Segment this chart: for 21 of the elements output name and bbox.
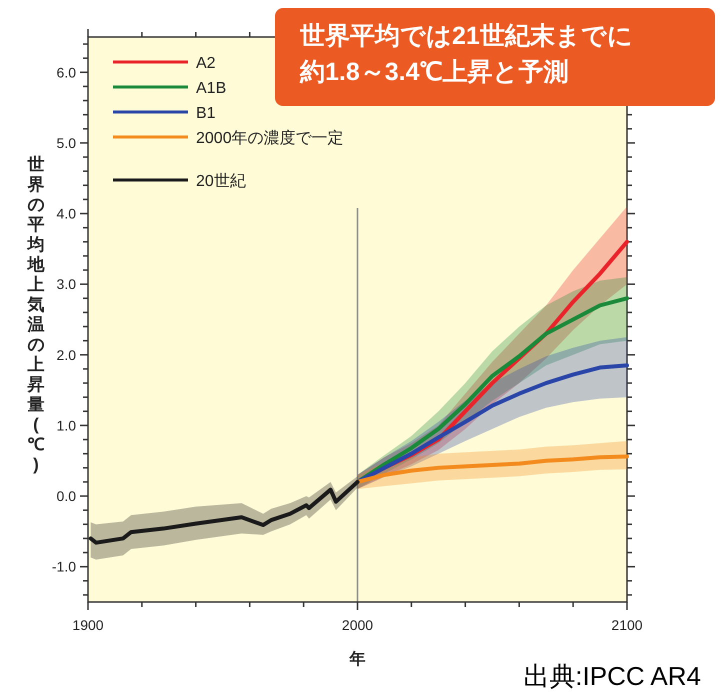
y-tick-label: 6.0 bbox=[56, 64, 76, 80]
y-tick-label: 0.0 bbox=[56, 488, 76, 504]
legend-label: 2000年の濃度で一定 bbox=[196, 129, 344, 147]
x-tick-label: 2000 bbox=[342, 617, 374, 633]
legend-label: A2 bbox=[196, 55, 216, 72]
y-tick-label: 1.0 bbox=[56, 417, 76, 434]
source-note: 出典:IPCC AR4 bbox=[523, 661, 701, 691]
y-tick-label: 5.0 bbox=[56, 134, 76, 151]
legend-label: A1B bbox=[196, 80, 226, 97]
y-tick-label: -1.0 bbox=[52, 558, 76, 575]
text: 世界の平均地上気温の上昇量(℃) bbox=[28, 155, 44, 474]
y-tick-label: 3.0 bbox=[56, 276, 76, 292]
legend-label: 20世紀 bbox=[196, 172, 246, 190]
x-axis-title: 年 bbox=[348, 650, 366, 668]
y-tick-label: 4.0 bbox=[56, 206, 76, 222]
x-tick-label: 2100 bbox=[611, 617, 643, 633]
x-tick-label: 1900 bbox=[72, 617, 104, 633]
annotation: 世界平均では21世紀末までに約1.8～3.4℃上昇と予測 bbox=[299, 22, 633, 86]
y-tick-label: 2.0 bbox=[56, 346, 76, 363]
callout: 世界平均では21世紀末までに約1.8～3.4℃上昇と予測 bbox=[275, 8, 715, 106]
legend-label: B1 bbox=[196, 105, 216, 122]
